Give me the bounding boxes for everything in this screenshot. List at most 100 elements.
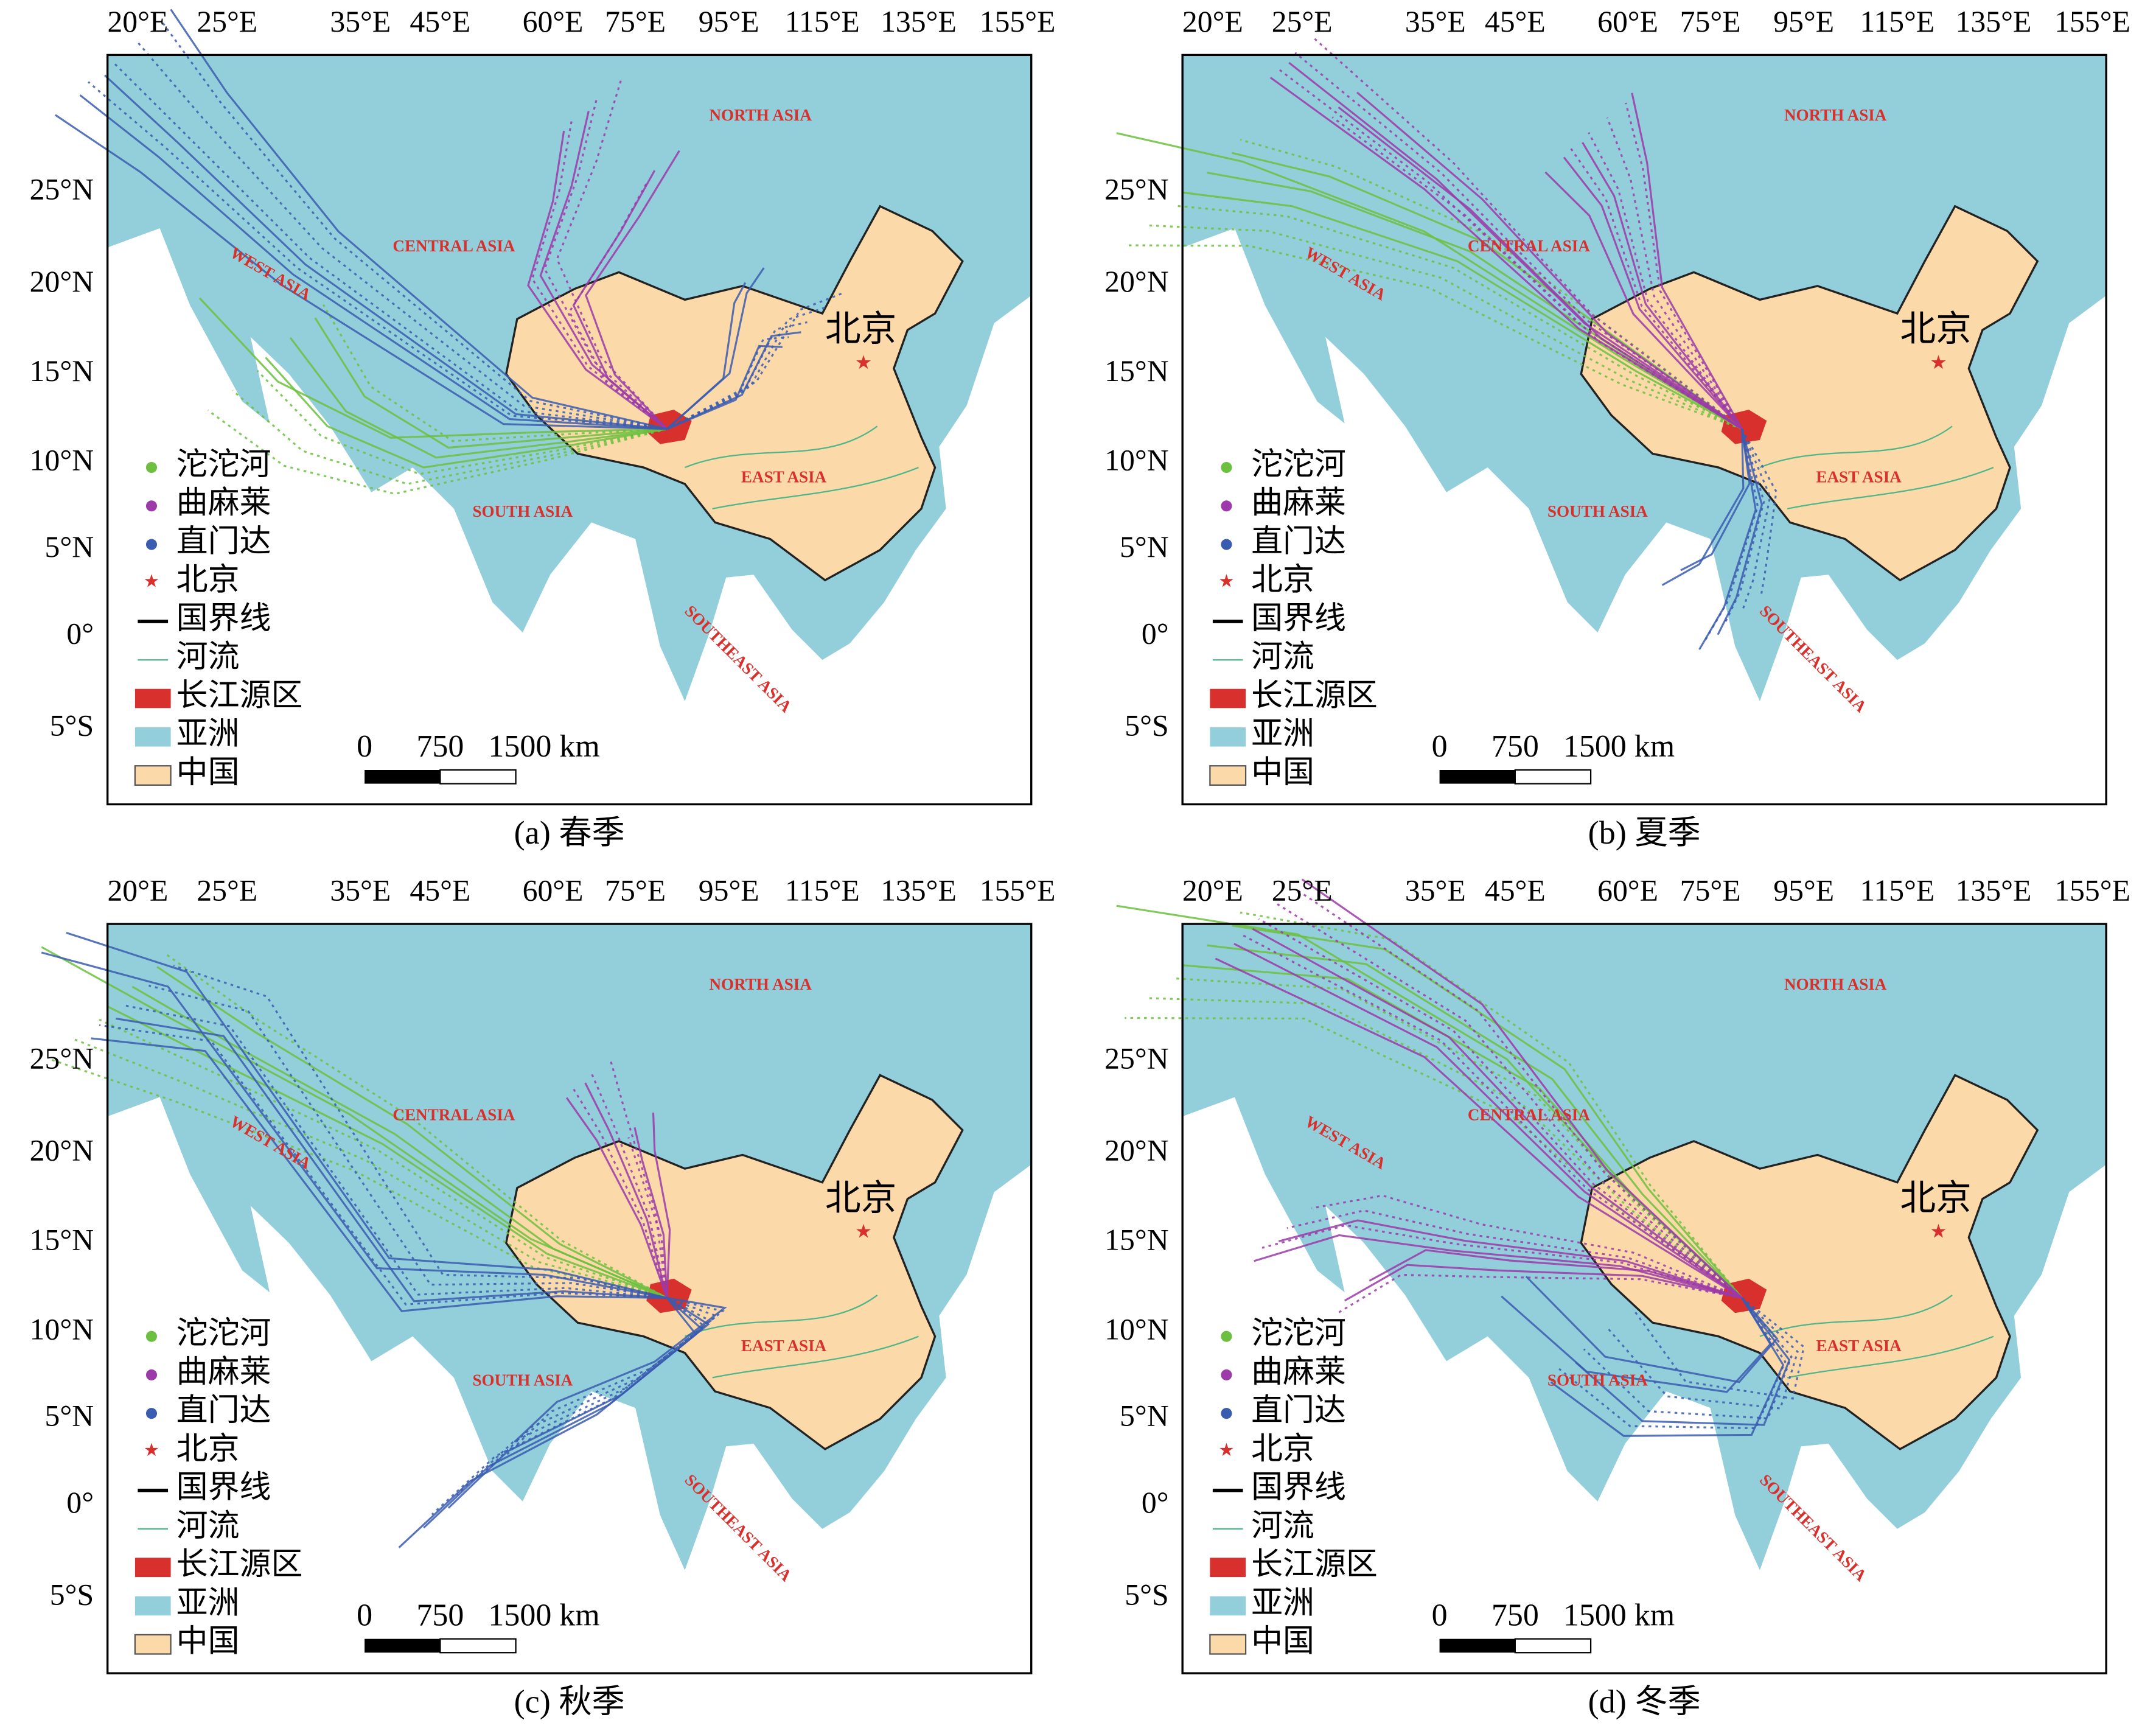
scale-bar-black (1439, 770, 1515, 784)
trajectory (652, 1112, 671, 1298)
lat-label: 5°S (50, 709, 94, 743)
panel-caption: (a) 春季 (514, 814, 625, 851)
lon-label: 135°E (1956, 874, 2032, 907)
trajectory (1240, 932, 1743, 1299)
legend-label: 河流 (176, 640, 240, 674)
legend-dot (145, 462, 158, 474)
trajectory (1741, 428, 1771, 610)
legend-label: 长江源区 (176, 678, 303, 713)
lat-label: 10°N (1104, 444, 1168, 477)
legend-label: 亚洲 (1251, 717, 1314, 752)
lon-label: 75°E (605, 874, 666, 907)
lon-label: 95°E (1773, 874, 1834, 907)
scale-label: 750 (416, 1598, 464, 1633)
lon-label: 95°E (699, 874, 759, 907)
trajectory (1544, 171, 1743, 430)
legend-label: 中国 (176, 1624, 240, 1659)
lon-label: 95°E (1773, 5, 1834, 38)
trajectory (289, 337, 668, 459)
trajectory (1632, 1297, 1805, 1400)
lon-label: 20°E (107, 874, 168, 907)
lon-label: 155°E (2054, 5, 2130, 38)
map-frame (106, 54, 1033, 806)
scale-label: 1500 km (1563, 1598, 1675, 1633)
trajectory (161, 22, 668, 430)
legend-label: 曲麻莱 (1251, 1355, 1346, 1390)
star: ★ (1930, 1221, 1947, 1242)
legend-dot (1221, 1408, 1232, 1419)
legend-label: 北京 (176, 563, 240, 598)
trajectory (1232, 925, 1743, 1299)
trajectory (1575, 1297, 1791, 1426)
china-land (504, 1074, 964, 1450)
trajectory (1252, 928, 1743, 1299)
legend-label: 国界线 (176, 601, 271, 636)
lon-label: 95°E (699, 5, 759, 38)
scale-label: 1500 km (488, 1598, 599, 1633)
scale-bar-black (1439, 1638, 1515, 1653)
lon-label: 60°E (1597, 5, 1658, 38)
trajectory (1311, 1194, 1743, 1299)
trajectory (1286, 1209, 1743, 1299)
trajectory (1625, 102, 1743, 430)
legend-label: 国界线 (1251, 601, 1346, 636)
trajectory (99, 1024, 668, 1306)
trajectory (91, 1037, 668, 1312)
river (1759, 425, 1994, 509)
lat-label: 10°N (30, 1312, 94, 1346)
trajectory (1116, 132, 1743, 430)
trajectory (666, 336, 789, 430)
lat-label: 5°S (1125, 709, 1168, 743)
lat-label: 20°N (30, 265, 94, 298)
region-label: NORTH ASIA (709, 975, 812, 993)
legend-swatch (1210, 1558, 1246, 1577)
lon-label: 115°E (1860, 874, 1934, 907)
legend-dot (1221, 1369, 1232, 1380)
trajectory (565, 1097, 668, 1298)
legend-swatch (134, 765, 172, 786)
lat-label: 25°N (1104, 1041, 1168, 1075)
star: ★ (855, 1221, 872, 1242)
lat-label: 20°N (30, 1134, 94, 1167)
trajectory (314, 317, 668, 449)
trajectory (232, 390, 668, 485)
trajectory (1215, 957, 1743, 1299)
trajectory (1344, 1264, 1742, 1302)
scale-bar-white (1514, 1638, 1592, 1654)
lat-label: 5°N (44, 530, 94, 564)
region-label: NORTH ASIA (709, 106, 812, 124)
city-label: 北京 (825, 309, 896, 349)
trajectory (1680, 428, 1751, 572)
lat-label: 0° (1142, 617, 1169, 650)
map-frame (1181, 923, 2107, 1674)
trajectory (1240, 911, 1743, 1299)
legend-label: 国界线 (1251, 1470, 1346, 1505)
lat-label: 0° (1142, 1486, 1169, 1519)
region-label: SOUTH ASIA (1547, 1371, 1648, 1389)
lon-label: 45°E (410, 5, 470, 38)
lon-label: 45°E (410, 874, 470, 907)
scale-bar-white (439, 769, 517, 785)
trajectory (124, 1004, 668, 1299)
scale-bar-white (439, 1638, 517, 1654)
lat-label: 5°S (50, 1578, 94, 1611)
lon-label: 115°E (785, 5, 860, 38)
region-label: SOUTH ASIA (472, 1371, 573, 1389)
trajectory (609, 1058, 668, 1298)
legend-label: 河流 (1251, 640, 1314, 674)
legend-swatch (1210, 727, 1246, 747)
legend-swatch (134, 1558, 171, 1577)
trajectory (584, 1082, 668, 1298)
legend-dot (145, 500, 158, 512)
trajectory (1741, 428, 1777, 595)
trajectory (79, 94, 668, 430)
region-label: CENTRAL ASIA (1468, 237, 1590, 255)
trajectory (137, 41, 668, 430)
legend-label: 北京 (1251, 563, 1314, 598)
trajectory (1288, 61, 1743, 430)
legend-dot (145, 539, 158, 550)
trajectory (207, 409, 668, 495)
trajectory (1582, 142, 1743, 430)
legend-label: 国界线 (176, 1470, 271, 1505)
